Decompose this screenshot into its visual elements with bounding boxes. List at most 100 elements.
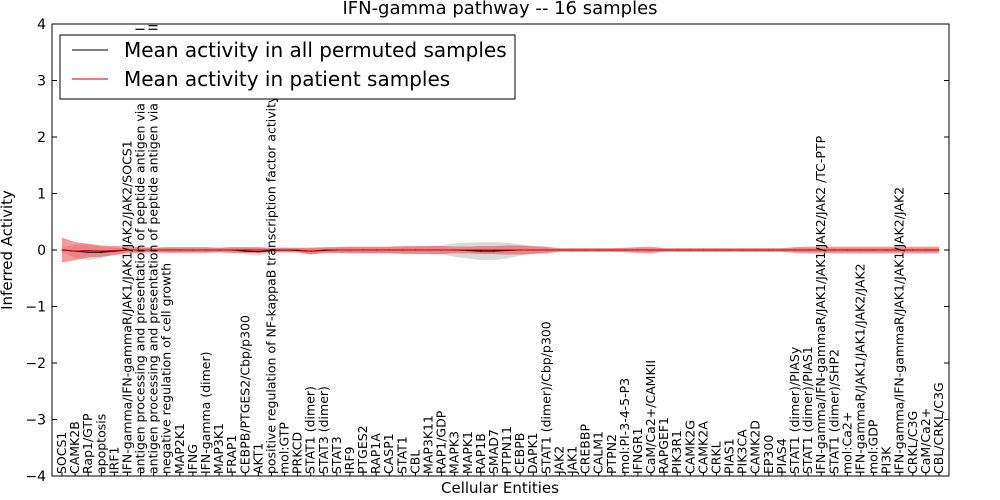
series-2-point bbox=[755, 249, 757, 251]
series-2-point bbox=[768, 249, 770, 251]
legend-entry-label: Mean activity in all permuted samples bbox=[124, 38, 507, 62]
x-category-label: PIAS4 bbox=[774, 438, 789, 474]
x-category-label: mol:Ca2+ bbox=[839, 412, 854, 474]
series-2-point bbox=[218, 249, 220, 251]
series-2-point bbox=[650, 249, 652, 251]
x-category-label: DAPK1 bbox=[525, 432, 540, 474]
y-tick-label: −4 bbox=[25, 469, 46, 485]
x-category-label: IRF9 bbox=[342, 446, 357, 474]
x-category-label: negative regulation of cell growth bbox=[159, 263, 174, 474]
x-category-label: antigen processing and presentation of p… bbox=[146, 24, 161, 474]
x-category-label: mol:GDP bbox=[866, 419, 881, 474]
series-2-point bbox=[624, 249, 626, 251]
series-2-point bbox=[872, 249, 875, 251]
x-category-label: MAP2K1 bbox=[172, 423, 187, 474]
x-category-label: PIAS1 bbox=[722, 438, 737, 474]
x-category-label: RAP1B bbox=[473, 433, 488, 474]
x-category-label: CRKL bbox=[708, 441, 723, 474]
x-category-label: RAPGEF1 bbox=[656, 417, 671, 474]
x-category-label: IFN-gamma (dimer) bbox=[198, 352, 213, 475]
x-category-label: CASP1 bbox=[381, 433, 396, 474]
series-2-point bbox=[283, 249, 286, 251]
x-category-label: MAP3K1 bbox=[211, 423, 226, 474]
series-2-point bbox=[676, 249, 678, 251]
x-category-label: CBL/CRKL/C3G bbox=[931, 382, 946, 474]
x-category-label: CAMK2D bbox=[748, 420, 763, 474]
x-category-label: RAP1A bbox=[368, 433, 383, 474]
y-tick-label: 2 bbox=[37, 130, 46, 146]
series-2-point bbox=[820, 249, 822, 251]
series-2-point bbox=[519, 249, 521, 251]
x-category-label: STAT3 bbox=[329, 436, 344, 474]
series-2-point bbox=[244, 249, 246, 251]
y-axis: −4 −3 −2 −1 0 1 2 3 4 bbox=[25, 17, 949, 485]
x-category-label: Rap1/GTP bbox=[80, 413, 95, 474]
series-2-point bbox=[611, 249, 613, 251]
x-category-label: STAT1 (dimer)/SHP2 bbox=[826, 349, 841, 474]
legend: Mean activity in all permuted samples Mea… bbox=[59, 34, 516, 100]
x-category-label: CaM/Ca2+ bbox=[918, 408, 933, 474]
y-tick-label: −1 bbox=[25, 300, 46, 316]
series-2-point bbox=[166, 249, 168, 251]
x-category-label: PI3K bbox=[879, 446, 894, 474]
series-2-point bbox=[584, 249, 587, 251]
series-1-point bbox=[87, 251, 89, 253]
series-2-point bbox=[349, 249, 351, 251]
series-2-point bbox=[139, 249, 142, 251]
series-1-point bbox=[244, 250, 246, 252]
series-2-point bbox=[362, 249, 364, 251]
x-category-label: CRKL/C3G bbox=[905, 411, 920, 474]
y-tick-label: 0 bbox=[37, 243, 46, 259]
series-2-point bbox=[192, 249, 194, 251]
x-category-label: AKT1 bbox=[250, 443, 265, 474]
x-category-label: PRKCD bbox=[290, 432, 305, 474]
legend-box bbox=[59, 34, 516, 100]
x-category-label: IFN-gammaR/JAK1/JAK1/JAK2/JAK2 bbox=[852, 263, 867, 474]
series-2-point bbox=[663, 249, 665, 251]
series-2-point bbox=[323, 249, 325, 251]
x-category-label: CALM1 bbox=[591, 431, 606, 474]
series-2-point bbox=[899, 249, 901, 251]
series-2-point bbox=[938, 249, 940, 251]
x-category-label: SMAD7 bbox=[486, 429, 501, 474]
x-category-label: CAMK2A bbox=[695, 421, 710, 474]
x-category-label: JAK2 bbox=[551, 446, 566, 475]
series-2-point bbox=[257, 249, 259, 251]
series-1-point bbox=[493, 250, 495, 252]
series-2-point bbox=[205, 249, 207, 251]
x-category-label: PTPN2 bbox=[604, 434, 619, 474]
x-category-label: IFNGR1 bbox=[630, 427, 645, 474]
y-tick-label: −2 bbox=[25, 356, 46, 372]
series-2-point bbox=[375, 249, 377, 251]
series-2-point bbox=[807, 249, 809, 251]
series-2-point bbox=[74, 250, 76, 252]
x-category-label: mol:PI-3-4-5-P3 bbox=[617, 378, 632, 474]
x-category-label: IRF1 bbox=[106, 446, 121, 474]
y-tick-label: 3 bbox=[37, 74, 46, 90]
series-2-point bbox=[571, 249, 574, 251]
series-2-point bbox=[532, 249, 534, 251]
series-2-point bbox=[113, 249, 115, 252]
x-category-label: positive regulation of NF-kappaB transcr… bbox=[263, 95, 278, 474]
series-2-point bbox=[506, 249, 508, 251]
x-category-label: STAT1 bbox=[394, 436, 409, 474]
series-2-point bbox=[598, 249, 600, 251]
x-category-label: EP300 bbox=[761, 435, 776, 474]
x-category-label: antigen processing and presentation of p… bbox=[133, 27, 148, 474]
series-2-point bbox=[427, 249, 430, 251]
x-category-label: apoptosis bbox=[93, 414, 108, 474]
series-2-point bbox=[270, 249, 273, 251]
x-category-label: IFN-gamma/IFN-gammaR/JAK1/JAK1/JAK2/JAK2 bbox=[892, 187, 907, 474]
series-2-point bbox=[480, 249, 482, 251]
series-1-point bbox=[257, 251, 259, 253]
series-2-point bbox=[925, 249, 927, 251]
x-category-label: MAPK3 bbox=[447, 431, 462, 474]
series-2-point bbox=[179, 249, 181, 251]
x-category-label: STAT1 (dimer)/PIAS1 bbox=[800, 346, 815, 474]
series-2-point bbox=[558, 249, 561, 251]
series-2-point bbox=[440, 249, 443, 251]
series-2-point bbox=[846, 249, 848, 251]
series-2-point bbox=[702, 249, 704, 251]
x-category-label: CaM/Ca2+/CAMKII bbox=[643, 360, 658, 474]
